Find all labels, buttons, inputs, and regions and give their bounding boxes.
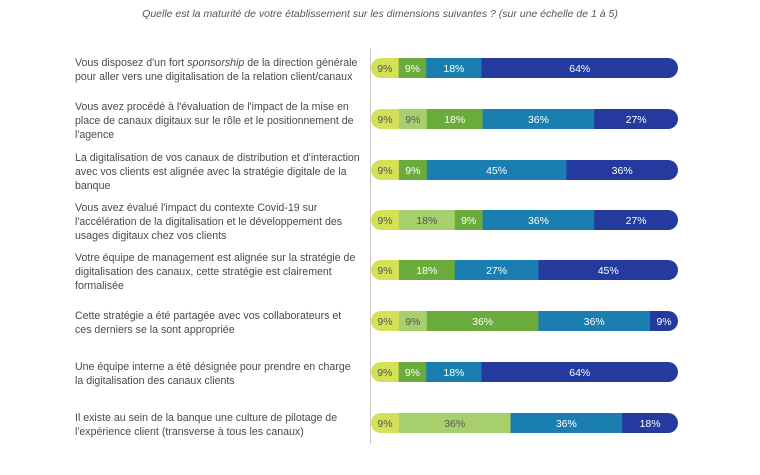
bar-value-label: 9% xyxy=(405,63,420,75)
bar-value-label: 18% xyxy=(416,265,437,277)
bar-segment xyxy=(371,260,400,280)
bar-value-label: 45% xyxy=(598,265,619,277)
bar-row: 9% 9% 36% 36% 9% xyxy=(371,311,678,331)
bar-segment xyxy=(426,160,567,180)
row-label: Il existe au sein de la banque une cultu… xyxy=(75,412,338,438)
bar-segment xyxy=(371,362,400,382)
bar-row: 9% 9% 18% 64% xyxy=(371,362,678,382)
bar-segment xyxy=(481,58,678,78)
row-label: Vous disposez d'un fort sponsorship de l… xyxy=(75,57,358,83)
bar-value-label: 9% xyxy=(405,114,420,126)
bar-segment xyxy=(371,109,400,129)
bar-segment xyxy=(426,362,483,382)
bar-value-label: 36% xyxy=(528,114,549,126)
bar-value-label: 9% xyxy=(377,265,392,277)
bar-segment xyxy=(398,58,427,78)
bar-segment xyxy=(650,311,678,331)
bar-value-label: 18% xyxy=(443,63,464,75)
bar-segment xyxy=(398,362,427,382)
bar-segment xyxy=(538,260,678,280)
bar-value-label: 18% xyxy=(640,418,661,430)
bar-segment xyxy=(482,109,595,129)
bar-value-label: 9% xyxy=(405,165,420,177)
bar-segment xyxy=(454,260,539,280)
row-label: La digitalisation de vos canaux de distr… xyxy=(75,152,360,192)
bar-value-label: 36% xyxy=(472,316,493,328)
bar-row: 9% 18% 9% 36% 27% xyxy=(371,210,678,230)
bar-segment xyxy=(371,210,400,230)
bar-segment xyxy=(454,210,484,230)
bar-segment xyxy=(371,413,400,433)
bar-value-label: 36% xyxy=(444,418,465,430)
bar-segment xyxy=(398,160,428,180)
bar-value-label: 36% xyxy=(612,165,633,177)
bar-segment xyxy=(398,311,428,331)
bar-segment xyxy=(371,58,400,78)
bar-segment xyxy=(426,311,539,331)
bar-value-label: 9% xyxy=(461,215,476,227)
bar-segment xyxy=(538,311,651,331)
bar-segment xyxy=(398,210,456,230)
bar-row: 9% 36% 36% 18% xyxy=(371,413,678,433)
bar-value-label: 9% xyxy=(377,165,392,177)
row-label: Une équipe interne a été désignée pour p… xyxy=(75,361,351,387)
bar-value-label: 9% xyxy=(377,418,392,430)
bar-row: 9% 9% 18% 64% xyxy=(371,58,678,78)
bar-segment xyxy=(566,160,678,180)
bar-value-label: 27% xyxy=(626,114,647,126)
bar-segment xyxy=(594,210,678,230)
row-label: Vous avez évalué l'impact du contexte Co… xyxy=(75,202,343,242)
bar-segment xyxy=(398,413,512,433)
chart-subtitle: Quelle est la maturité de votre établiss… xyxy=(142,8,618,20)
axis-line xyxy=(370,48,371,444)
bar-value-label: 9% xyxy=(656,316,671,328)
bar-row: 9% 18% 27% 45% xyxy=(371,260,678,280)
bar-segment xyxy=(481,362,678,382)
bar-value-label: 9% xyxy=(377,367,392,379)
bar-segment xyxy=(398,260,456,280)
bar-segment xyxy=(371,160,400,180)
bar-segment xyxy=(510,413,623,433)
bar-value-label: 27% xyxy=(626,215,647,227)
bar-value-label: 9% xyxy=(405,316,420,328)
bar-row: 9% 9% 45% 36% xyxy=(371,160,678,180)
bar-segment xyxy=(398,109,428,129)
bar-value-label: 45% xyxy=(486,165,507,177)
row-label: Cette stratégie a été partagée avec vos … xyxy=(75,310,342,336)
bar-value-label: 36% xyxy=(528,215,549,227)
bar-segment xyxy=(622,413,678,433)
bar-segment xyxy=(594,109,678,129)
bar-value-label: 9% xyxy=(377,316,392,328)
bar-segment xyxy=(482,210,595,230)
row-label: Vous avez procédé à l'évaluation de l'im… xyxy=(75,101,354,141)
bar-value-label: 36% xyxy=(556,418,577,430)
bar-value-label: 18% xyxy=(416,215,437,227)
bar-value-label: 36% xyxy=(584,316,605,328)
bar-value-label: 9% xyxy=(377,215,392,227)
bar-row: 9% 9% 18% 36% 27% xyxy=(371,109,678,129)
bar-value-label: 64% xyxy=(569,63,590,75)
bar-value-label: 18% xyxy=(444,114,465,126)
bar-segment xyxy=(426,109,484,129)
bar-value-label: 27% xyxy=(486,265,507,277)
bar-value-label: 9% xyxy=(377,114,392,126)
bar-value-label: 9% xyxy=(405,367,420,379)
row-label: Votre équipe de management est alignée s… xyxy=(75,252,356,292)
bar-value-label: 64% xyxy=(569,367,590,379)
bar-segment xyxy=(371,311,400,331)
bar-value-label: 9% xyxy=(377,63,392,75)
bar-value-label: 18% xyxy=(443,367,464,379)
bar-segment xyxy=(426,58,483,78)
